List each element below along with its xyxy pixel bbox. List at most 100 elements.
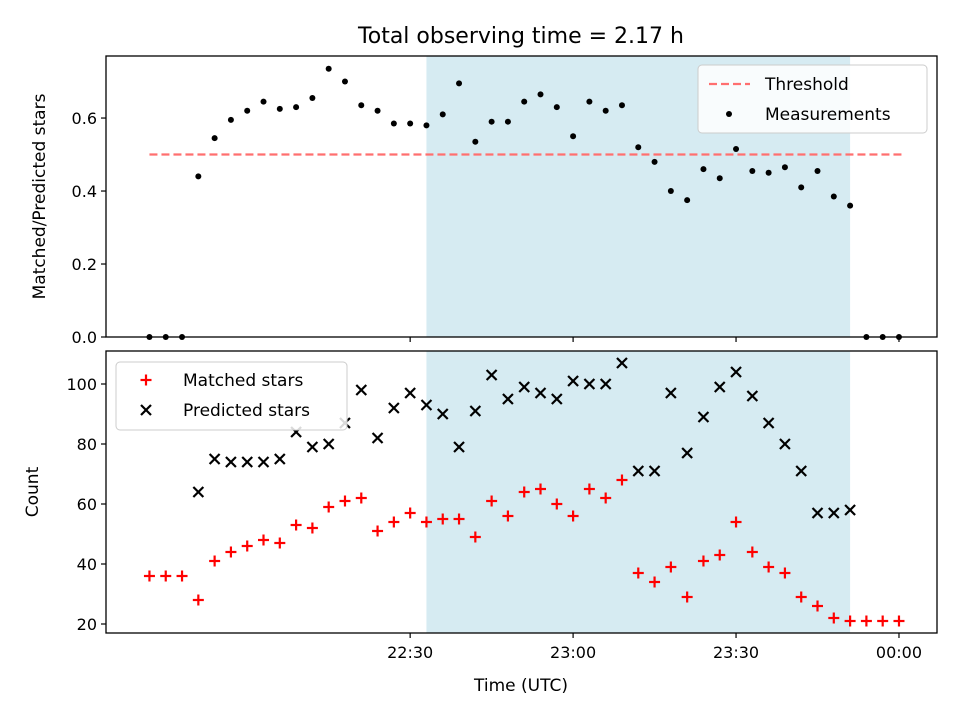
measurement-point	[195, 173, 202, 180]
matched-point	[502, 510, 514, 522]
chart-title: Total observing time = 2.17 h	[357, 24, 684, 49]
measurement-point	[716, 175, 723, 182]
measurement-point	[488, 118, 495, 125]
measurement-point	[325, 65, 332, 72]
matched-point	[404, 507, 416, 519]
predicted-point	[665, 387, 677, 399]
predicted-point	[713, 381, 726, 393]
x-tick-label: 23:30	[713, 643, 759, 662]
matched-point	[616, 474, 628, 486]
bottom-panel: 2040608010022:3023:0023:3000:0000:3001:0…	[23, 350, 938, 662]
x-tick-label: 23:00	[550, 643, 596, 662]
predicted-point	[844, 504, 856, 516]
matched-point	[355, 492, 367, 504]
bottom-axes-frame	[105, 350, 938, 634]
measurement-point	[733, 146, 740, 153]
bottom-y-tick-label: 20	[77, 615, 97, 634]
matched-point	[600, 492, 612, 504]
predicted-point	[762, 417, 775, 429]
legend-predicted-label: Predicted stars	[183, 401, 310, 421]
measurement-point	[537, 91, 544, 98]
predicted-point	[371, 432, 384, 444]
predicted-point	[355, 384, 368, 396]
measurement-point	[618, 102, 625, 109]
matched-point	[388, 516, 400, 528]
matched-point	[828, 612, 840, 624]
predicted-point	[551, 393, 563, 405]
bottom-y-tick-label: 60	[77, 495, 97, 514]
series-matched-stars	[143, 474, 905, 627]
x-tick-label: 22:30	[387, 643, 433, 662]
measurement-point	[749, 167, 756, 174]
measurement-point	[504, 118, 511, 125]
measurement-point	[798, 184, 805, 191]
predicted-point	[388, 402, 400, 414]
series-measurements	[146, 65, 902, 340]
legend-bottom: Matched stars Predicted stars	[115, 361, 348, 431]
measurement-point	[651, 158, 658, 165]
measurement-point	[553, 104, 560, 111]
measurement-point	[407, 120, 414, 127]
legend-measurements-label: Measurements	[765, 105, 891, 125]
measurement-point	[341, 78, 348, 85]
matched-point	[697, 555, 709, 567]
predicted-point	[779, 438, 791, 450]
top-y-tick-label: 0.2	[72, 255, 97, 274]
predicted-point	[795, 465, 807, 477]
measurement-point	[374, 107, 381, 114]
measurement-point	[667, 188, 674, 195]
predicted-point	[192, 486, 205, 498]
matched-point	[583, 483, 595, 495]
measurement-point	[830, 193, 837, 200]
matched-point	[681, 591, 693, 603]
matched-point	[665, 561, 677, 573]
matched-point	[437, 513, 449, 525]
measurement-point	[602, 107, 609, 114]
predicted-point	[567, 375, 579, 387]
matched-point	[567, 510, 579, 522]
predicted-point	[502, 393, 514, 405]
matched-point	[323, 501, 335, 513]
legend-matched-label: Matched stars	[183, 371, 303, 391]
measurement-point	[390, 120, 397, 127]
predicted-point	[485, 369, 498, 381]
top-y-axis-label: Matched/Predicted stars	[30, 93, 50, 299]
legend-bottom-box	[115, 361, 348, 431]
matched-point	[486, 495, 498, 507]
matched-point	[209, 555, 221, 567]
matched-point	[844, 615, 856, 627]
legend-top: Threshold Measurements	[697, 64, 928, 134]
legend-threshold-label: Threshold	[764, 75, 849, 95]
matched-point	[290, 519, 302, 531]
predicted-point	[648, 465, 661, 477]
matched-point	[812, 600, 824, 612]
predicted-point	[616, 357, 628, 369]
predicted-point	[697, 411, 710, 423]
matched-point	[893, 615, 905, 627]
measurement-point	[781, 164, 788, 171]
predicted-point	[420, 399, 433, 411]
matched-point	[274, 537, 286, 549]
measurement-point	[309, 94, 316, 101]
matched-point	[176, 570, 188, 582]
measurement-point	[570, 133, 577, 140]
matched-point	[632, 567, 644, 579]
matched-point	[339, 495, 351, 507]
measurement-point	[227, 116, 234, 123]
matched-point	[225, 546, 237, 558]
matched-point	[241, 540, 253, 552]
matched-point	[453, 513, 465, 525]
matched-point	[420, 516, 432, 528]
matched-point	[518, 486, 530, 498]
matched-point	[306, 522, 318, 534]
matched-point	[795, 591, 807, 603]
predicted-point	[746, 390, 759, 402]
measurement-point	[814, 167, 821, 174]
predicted-point	[404, 387, 416, 399]
matched-point	[860, 615, 872, 627]
predicted-point	[436, 408, 449, 420]
matched-point	[877, 615, 889, 627]
bottom-y-tick-label: 40	[77, 555, 97, 574]
measurement-point	[765, 169, 772, 176]
